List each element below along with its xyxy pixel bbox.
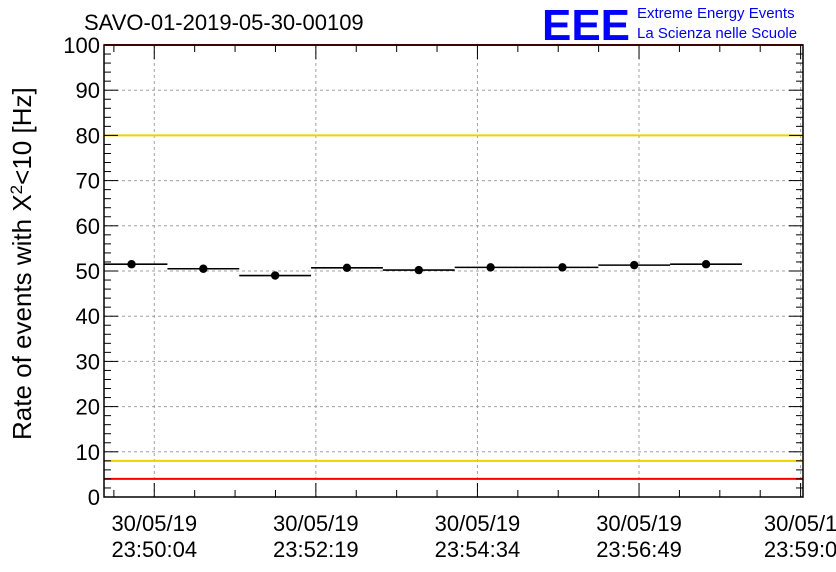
chart-title: SAVO-01-2019-05-30-00109 [84, 10, 364, 35]
axis-ticks [104, 44, 803, 498]
logo-line1: Extreme Energy Events [637, 5, 795, 22]
y-tick-label: 20 [76, 395, 100, 420]
x-tick-label-date: 30/05/1 [764, 511, 836, 536]
y-tick-label: 90 [76, 78, 100, 103]
x-tick-labels: 30/05/1923:50:0430/05/1923:52:1930/05/19… [111, 511, 836, 562]
data-point [342, 263, 352, 273]
grid-layer [104, 45, 803, 497]
y-axis-label-tail: <10 [Hz] [7, 87, 37, 185]
data-point [486, 263, 495, 272]
x-tick-label-date: 30/05/19 [596, 511, 682, 536]
data-point [701, 260, 711, 269]
data-point [127, 260, 136, 269]
x-tick-label-date: 30/05/19 [111, 511, 197, 536]
y-tick-label: 70 [76, 169, 100, 194]
logo-mark: EEE [542, 1, 630, 50]
x-tick-label-time: 23:54:34 [435, 537, 521, 562]
y-tick-labels: 0 10 20 30 40 50 60 70 80 90 100 [63, 33, 100, 510]
x-tick-label-time: 23:59:0 [764, 537, 836, 562]
data-point [558, 263, 567, 272]
data-points [104, 260, 742, 280]
eee-logo: EEE Extreme Energy Events La Scienza nel… [542, 1, 797, 50]
reference-lines [104, 44, 803, 480]
data-point [199, 264, 208, 273]
x-tick-label-time: 23:56:49 [596, 537, 682, 562]
data-point [414, 265, 423, 275]
data-point [630, 260, 639, 270]
y-tick-label: 40 [76, 304, 100, 329]
logo-line2: La Scienza nelle Scuole [637, 25, 797, 42]
x-tick-label-time: 23:52:19 [273, 537, 359, 562]
y-tick-label: 100 [63, 33, 100, 58]
y-tick-label: 80 [76, 123, 100, 148]
x-tick-label-date: 30/05/19 [273, 511, 359, 536]
y-axis-label-sup: 2 [7, 185, 26, 194]
x-tick-label-date: 30/05/19 [435, 511, 521, 536]
y-tick-label: 0 [88, 485, 100, 510]
y-tick-label: 10 [76, 440, 100, 465]
y-tick-label: 30 [76, 349, 100, 374]
y-tick-label: 50 [76, 259, 100, 284]
y-tick-label: 60 [76, 214, 100, 239]
y-axis-label-main: Rate of events with X [7, 194, 37, 440]
x-tick-label-time: 23:50:04 [111, 537, 197, 562]
data-point [270, 271, 280, 280]
y-axis-label: Rate of events with X2<10 [Hz] [7, 87, 37, 440]
